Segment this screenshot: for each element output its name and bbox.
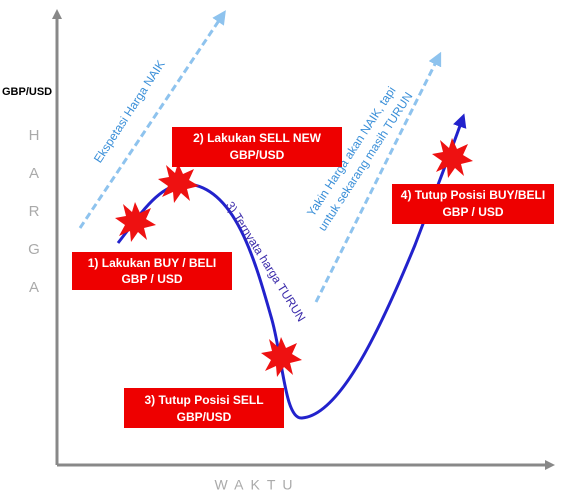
action-box — [392, 184, 554, 224]
signal-star — [158, 163, 199, 203]
box-text: 1) Lakukan BUY / BELI — [88, 256, 216, 270]
y-axis-letter: R — [29, 203, 40, 220]
action-box — [172, 127, 342, 167]
annotation: 3) Ternyata harga TURUN — [223, 199, 309, 324]
box-text: 4) Tutup Posisi BUY/BELI — [401, 188, 545, 202]
y-axis-label: GBP/USD — [2, 86, 52, 98]
x-axis-label: WAKTU — [214, 477, 299, 493]
expectation-arrow — [314, 51, 442, 303]
annotation: Ekspetasi Harga NAIK — [91, 58, 168, 166]
y-axis-letter: G — [28, 241, 40, 258]
y-axis-letter: A — [29, 165, 39, 182]
signal-star — [115, 202, 156, 242]
y-axis-letter: A — [29, 279, 39, 296]
box-text: GBP / USD — [121, 272, 182, 286]
signal-star — [432, 138, 473, 178]
box-text: GBP/USD — [230, 148, 285, 162]
action-box — [124, 388, 284, 428]
box-text: GBP/USD — [177, 410, 232, 424]
box-text: GBP / USD — [442, 205, 503, 219]
expectation-arrow — [78, 10, 226, 229]
box-text: 3) Tutup Posisi SELL — [144, 393, 263, 407]
box-text: 2) Lakukan SELL NEW — [193, 131, 321, 145]
action-box — [72, 252, 232, 290]
y-axis-letter: H — [29, 127, 40, 144]
